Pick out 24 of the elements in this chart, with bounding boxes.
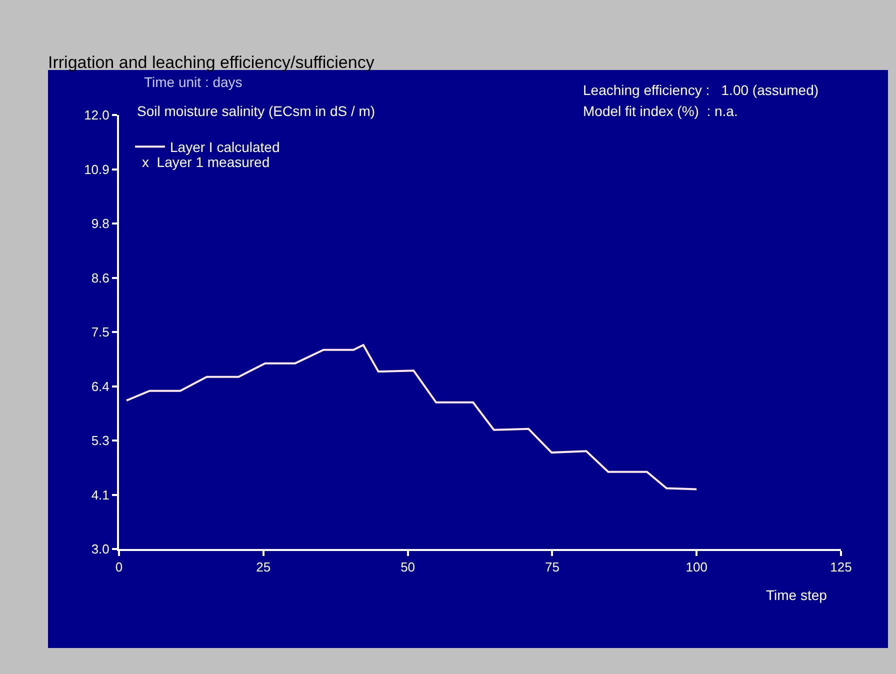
text: Leaching efficiency : 1.00 (assumed)	[583, 82, 819, 98]
x-tick-label: 125	[830, 560, 852, 575]
y-tick-label: 12.0	[84, 108, 110, 123]
y-tick-label: 9.8	[91, 216, 110, 232]
y-tick-label: 6.4	[91, 378, 110, 394]
y-tick-label: 4.1	[91, 487, 110, 502]
y-tick-label: 7.5	[91, 324, 110, 340]
x-tick-label: 50	[400, 560, 416, 575]
x-tick-label: 25	[256, 560, 271, 575]
y-tick-label: 10.9	[84, 162, 110, 177]
x-tick-label: 100	[686, 560, 708, 575]
x-tick-label: 0	[115, 560, 123, 575]
y-tick-label: 8.6	[91, 270, 110, 286]
annotation: x Layer 1 measured	[142, 154, 270, 170]
chart-title: Irrigation and leaching efficiency/sufficiency	[48, 52, 375, 72]
y-tick-label: 3.0	[91, 542, 110, 557]
y-tick-label: 5.3	[91, 433, 110, 448]
legend-label: Layer I calculated	[170, 139, 280, 156]
annotation: Model fit index (%) : n.a.	[583, 103, 738, 119]
text: Time unit : days	[144, 74, 242, 90]
x-tick-label: 75	[544, 560, 560, 575]
line-series	[126, 344, 698, 490]
x-axis-title: Time step	[766, 587, 828, 603]
y-axis-title: Soil moisture salinity (ECsm in dS / m)	[137, 103, 376, 119]
